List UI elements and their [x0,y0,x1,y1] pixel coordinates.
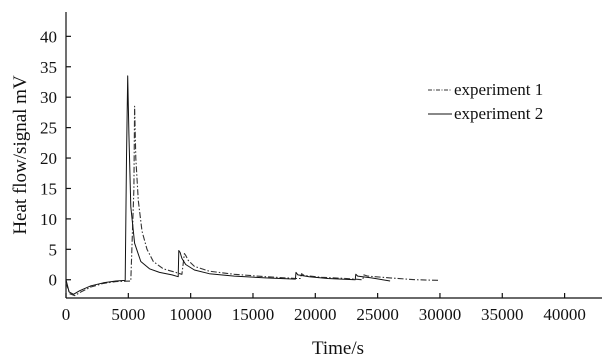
y-tick-label: 10 [40,210,57,229]
x-tick-label: 10000 [169,305,212,324]
x-tick-label: 0 [62,305,71,324]
x-tick-label: 20000 [294,305,337,324]
y-tick-label: 40 [40,27,57,46]
x-ticks: 0 5000 10000 15000 20000 25000 30000 35000 40000 [62,293,586,324]
y-tick-label: 0 [49,271,58,290]
x-tick-label: 25000 [356,305,399,324]
y-tick-label: 15 [40,179,57,198]
series-layer [65,75,441,297]
y-tick-label: 30 [40,88,57,107]
x-tick-label: 15000 [232,305,275,324]
y-ticks: 0 5 10 15 20 25 30 35 40 [40,27,71,290]
axes [65,12,602,299]
x-tick-label: 30000 [419,305,462,324]
x-tick-label: 40000 [543,305,586,324]
series-line-experiment-2 [65,75,391,295]
legend-label-experiment-2: experiment 2 [454,104,543,123]
y-tick-label: 20 [40,149,57,168]
x-tick-label: 35000 [481,305,524,324]
x-axis-title: Time/s [312,338,364,359]
y-axis-title: Heat flow/signal mV [10,75,31,235]
y-tick-label: 5 [49,240,58,259]
legend-label-experiment-1: experiment 1 [454,80,543,99]
x-tick-label: 5000 [111,305,145,324]
y-tick-label: 25 [40,119,57,138]
legend: experiment 1 experiment 2 [428,80,543,123]
y-tick-label: 35 [40,58,57,77]
series-line-experiment-1 [65,105,441,297]
